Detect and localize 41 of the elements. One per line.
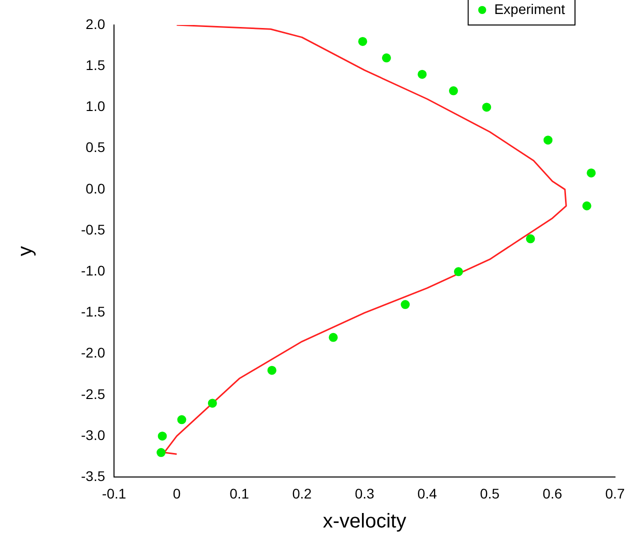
y-tick-label: -1.5 (81, 304, 106, 320)
x-tick-label: 0.2 (292, 485, 312, 502)
point (526, 234, 535, 244)
point (328, 332, 338, 342)
point (586, 168, 596, 178)
point (448, 86, 458, 96)
x-axis-title: x-velocity (322, 510, 406, 533)
y-tick-label: 0.0 (86, 180, 106, 196)
y-tick-label: 0.5 (86, 139, 106, 156)
point (544, 136, 553, 145)
x-tick-label: -0.1 (102, 485, 126, 502)
y-tick-label: 1.0 (86, 98, 106, 114)
y-tick-label: -2.5 (81, 386, 106, 402)
x-tick-label: 0.4 (417, 485, 438, 502)
point (177, 415, 186, 424)
y-tick-label: -0.5 (81, 221, 106, 238)
point (418, 70, 427, 79)
point (382, 53, 391, 62)
x-tick-label: 0.7 (605, 485, 625, 502)
y-tick-label: 2.0 (86, 16, 106, 32)
y-axis-title: y (14, 246, 37, 256)
point (582, 201, 592, 210)
y-tick-label: -1.0 (81, 262, 106, 279)
y-tick-label: -2.0 (81, 344, 106, 361)
point (208, 398, 217, 408)
x-tick-label: 0.6 (542, 485, 562, 502)
y-tick-label: 1.5 (86, 56, 106, 73)
y-tick-label: -3.5 (81, 468, 106, 484)
point (158, 432, 167, 441)
point (358, 36, 368, 46)
x-tick-label: 0.1 (230, 485, 250, 502)
y-tick-label: -3.0 (81, 426, 106, 443)
point (482, 102, 492, 112)
point (267, 366, 276, 375)
point (454, 267, 463, 276)
point (400, 300, 410, 310)
x-tick-label: 0 (172, 485, 181, 502)
point (156, 448, 166, 458)
legend-label: Experiment (494, 0, 566, 17)
x-tick-label: 0.3 (354, 485, 375, 502)
x-tick-label: 0.5 (480, 485, 500, 502)
